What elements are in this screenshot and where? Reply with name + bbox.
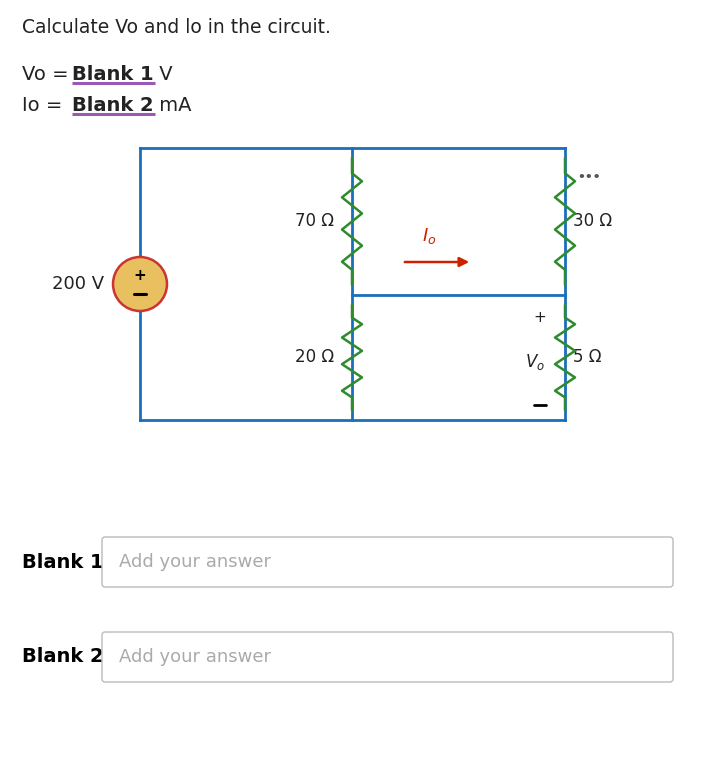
Text: 5 Ω: 5 Ω [573,348,602,366]
Text: Add your answer: Add your answer [119,648,271,666]
Text: $I_o$: $I_o$ [421,226,437,246]
Text: Blank 2: Blank 2 [72,96,154,115]
Text: Blank 2: Blank 2 [22,647,103,667]
Text: +: + [533,310,546,325]
Text: 20 Ω: 20 Ω [295,348,334,366]
Text: 70 Ω: 70 Ω [295,213,334,230]
Text: Io =: Io = [22,96,69,115]
Text: Blank 1: Blank 1 [22,553,103,571]
Text: Vo =: Vo = [22,65,75,84]
Text: Blank 1: Blank 1 [72,65,154,84]
Text: +: + [134,268,146,282]
Text: 200 V: 200 V [52,275,104,293]
Circle shape [113,257,167,311]
FancyBboxPatch shape [102,537,673,587]
Text: mA: mA [153,96,192,115]
Text: Add your answer: Add your answer [119,553,271,571]
Text: •••: ••• [577,171,601,185]
Text: V: V [153,65,172,84]
Text: $V_o$: $V_o$ [525,352,545,372]
FancyBboxPatch shape [102,632,673,682]
Text: Calculate Vo and lo in the circuit.: Calculate Vo and lo in the circuit. [22,18,331,37]
Text: 30 Ω: 30 Ω [573,213,612,230]
